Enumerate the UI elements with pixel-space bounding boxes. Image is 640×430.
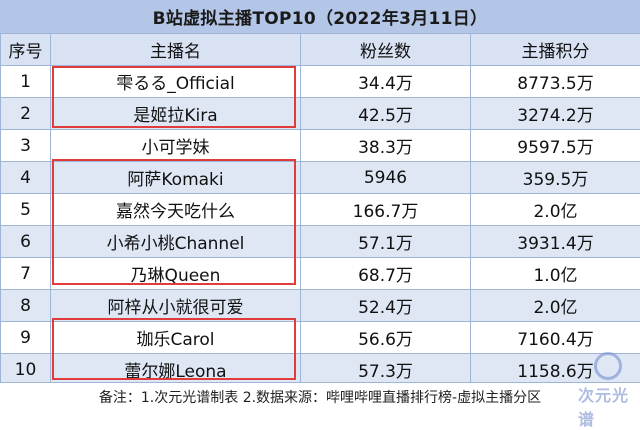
fans-cell: 57.3万: [301, 354, 471, 386]
fans-cell: 166.7万: [301, 194, 471, 226]
watermark-text: 次元光谱: [578, 382, 640, 430]
score-cell: 9597.5万: [471, 130, 640, 162]
fans-cell: 34.4万: [301, 66, 471, 98]
score-cell: 2.0亿: [471, 290, 640, 322]
rank-cell: 5: [1, 194, 51, 226]
name-cell: 珈乐Carol: [51, 322, 301, 354]
name-cell: 是姬拉Kira: [51, 98, 301, 130]
name-cell: 嘉然今天吃什么: [51, 194, 301, 226]
column-header-score: 主播积分: [471, 34, 640, 66]
fans-cell: 52.4万: [301, 290, 471, 322]
rank-cell: 4: [1, 162, 51, 194]
score-cell: 359.5万: [471, 162, 640, 194]
rank-cell: 1: [1, 66, 51, 98]
rank-cell: 10: [1, 354, 51, 386]
fans-cell: 56.6万: [301, 322, 471, 354]
page-title: B站虚拟主播TOP10（2022年3月11日）: [0, 0, 640, 34]
score-cell: 8773.5万: [471, 66, 640, 98]
score-cell: 7160.4万: [471, 322, 640, 354]
fans-cell: 38.3万: [301, 130, 471, 162]
fans-cell: 68.7万: [301, 258, 471, 290]
score-cell: 1.0亿: [471, 258, 640, 290]
rank-cell: 3: [1, 130, 51, 162]
score-cell: 3931.4万: [471, 226, 640, 258]
name-cell: 乃琳Queen: [51, 258, 301, 290]
rank-cell: 7: [1, 258, 51, 290]
name-cell: 小可学妹: [51, 130, 301, 162]
name-cell: 雫るる_Official: [51, 66, 301, 98]
column-header-rank: 序号: [1, 34, 51, 66]
rank-cell: 2: [1, 98, 51, 130]
name-cell: 小希小桃Channel: [51, 226, 301, 258]
column-header-name: 主播名: [51, 34, 301, 66]
rank-cell: 6: [1, 226, 51, 258]
name-cell: 阿萨Komaki: [51, 162, 301, 194]
footnote: 备注：1.次元光谱制表 2.数据来源：哔哩哔哩直播排行榜-虚拟主播分区: [0, 382, 640, 410]
watermark-logo-icon: [594, 352, 622, 380]
name-cell: 阿梓从小就很可爱: [51, 290, 301, 322]
score-cell: 2.0亿: [471, 194, 640, 226]
name-cell: 蕾尔娜Leona: [51, 354, 301, 386]
watermark: 次元光谱: [578, 362, 640, 406]
fans-cell: 57.1万: [301, 226, 471, 258]
table-header-row: 序号 主播名 粉丝数 主播积分: [1, 34, 640, 66]
rank-cell: 8: [1, 290, 51, 322]
column-header-fans: 粉丝数: [301, 34, 471, 66]
fans-cell: 5946: [301, 162, 471, 194]
rank-cell: 9: [1, 322, 51, 354]
score-cell: 3274.2万: [471, 98, 640, 130]
fans-cell: 42.5万: [301, 98, 471, 130]
